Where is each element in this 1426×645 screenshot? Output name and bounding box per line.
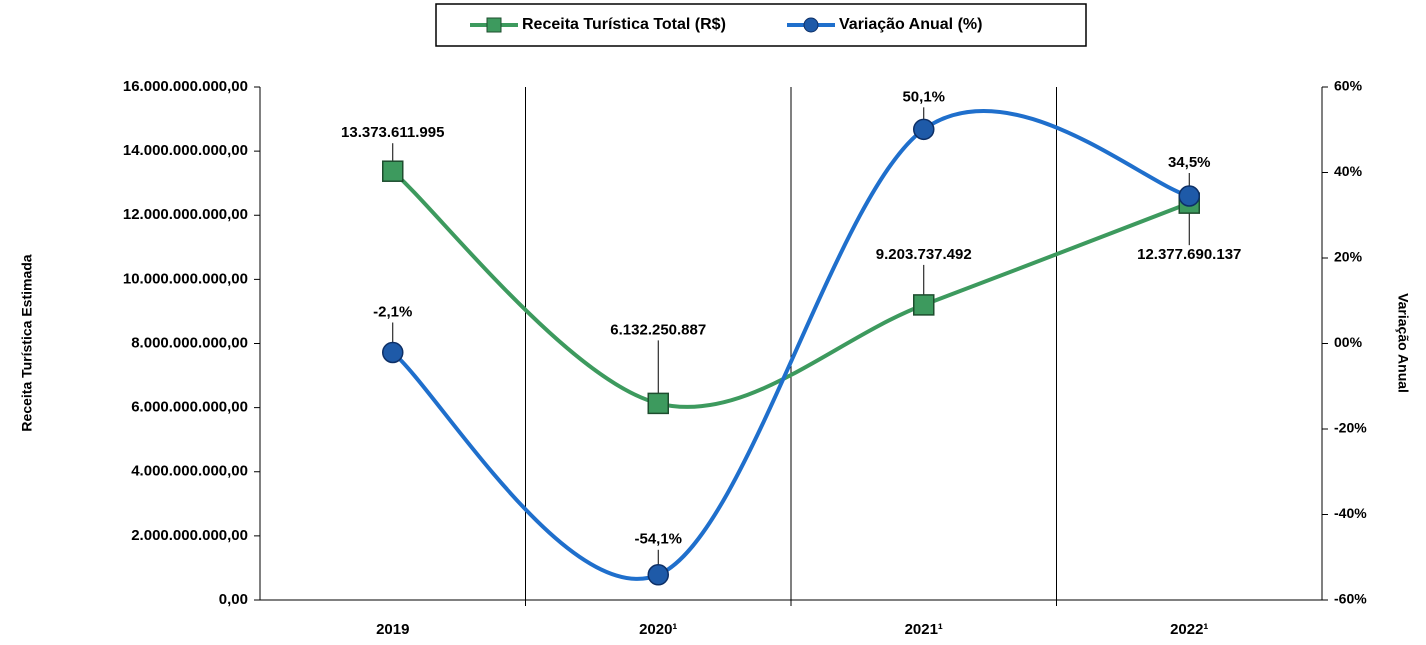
x-tick-label: 2021¹ — [905, 621, 943, 638]
marker — [913, 294, 935, 316]
y2-tick-label: 40% — [1334, 163, 1363, 179]
series-line — [391, 108, 1190, 581]
marker — [382, 341, 404, 364]
y-tick-label: 0,00 — [219, 591, 248, 608]
marker — [647, 564, 669, 586]
marker — [647, 392, 669, 415]
data-label: -2,1% — [373, 303, 412, 320]
marker — [913, 118, 935, 141]
legend-marker — [803, 17, 819, 33]
x-tick-label: 2019 — [376, 621, 409, 638]
y2-tick-label: 60% — [1334, 78, 1363, 94]
y-tick-label: 16.000.000.000,00 — [123, 78, 248, 95]
marker — [382, 160, 404, 182]
y-tick-label: 4.000.000.000,00 — [131, 463, 248, 480]
y-tick-label: 8.000.000.000,00 — [131, 334, 248, 351]
y2-tick-label: -60% — [1334, 591, 1367, 607]
y-tick-label: 14.000.000.000,00 — [123, 142, 248, 159]
y-tick-label: 10.000.000.000,00 — [123, 270, 248, 287]
data-label: 6.132.250.887 — [610, 321, 706, 338]
y-tick-label: 2.000.000.000,00 — [131, 527, 248, 544]
data-label: 9.203.737.492 — [876, 246, 972, 263]
marker — [1178, 185, 1200, 207]
y2-tick-label: 20% — [1334, 249, 1363, 265]
legend-label: Variação Anual (%) — [839, 16, 982, 33]
x-tick-label: 2020¹ — [639, 621, 677, 638]
series-line — [391, 169, 1190, 409]
legend-marker — [486, 17, 502, 33]
y2-axis-label: Variação Anual — [1395, 293, 1411, 393]
y-tick-label: 12.000.000.000,00 — [123, 206, 248, 223]
x-tick-label: 2022¹ — [1170, 621, 1208, 638]
y-tick-label: 6.000.000.000,00 — [131, 399, 248, 416]
y2-tick-label: -40% — [1334, 505, 1367, 521]
data-label: 12.377.690.137 — [1137, 246, 1241, 263]
y2-tick-label: 00% — [1334, 334, 1363, 350]
data-label: 13.373.611.995 — [341, 124, 444, 141]
data-label: -54,1% — [634, 531, 682, 548]
y2-tick-label: -20% — [1334, 420, 1367, 436]
data-label: 50,1% — [902, 88, 945, 105]
data-label: 34,5% — [1168, 154, 1211, 171]
y-axis-label: Receita Turística Estimada — [19, 254, 35, 431]
legend-box — [435, 3, 1087, 47]
legend-label: Receita Turística Total (R$) — [522, 16, 726, 33]
